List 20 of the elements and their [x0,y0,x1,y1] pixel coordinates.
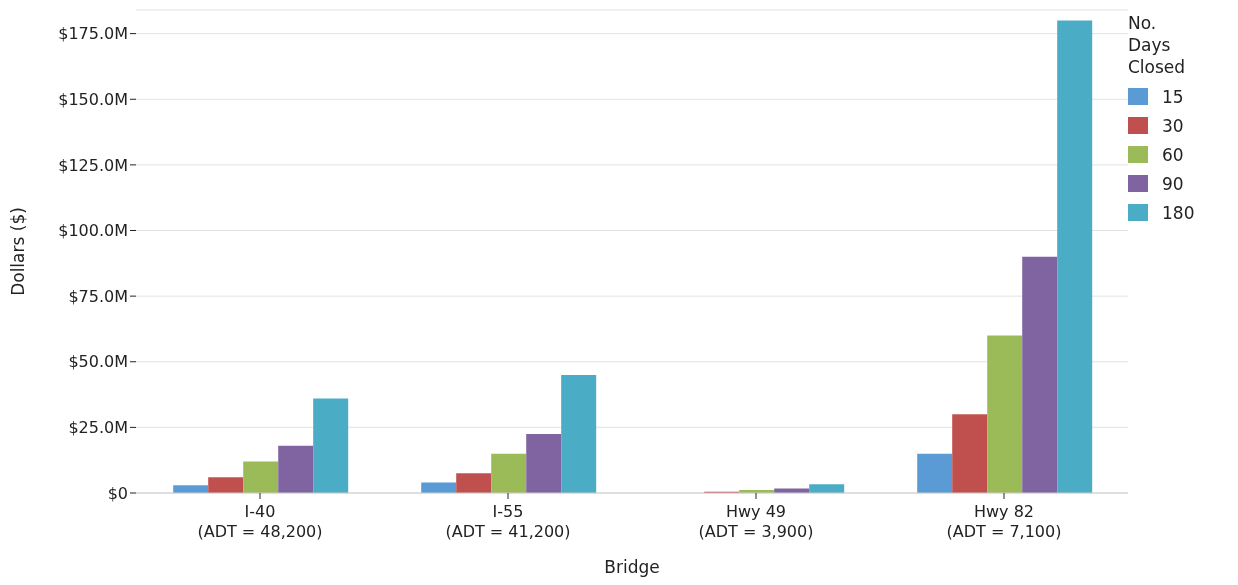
y-tick-label: $75.0M [68,286,128,306]
y-tick-label: $50.0M [68,352,128,372]
legend-title: No. Days Closed [1128,12,1187,78]
y-tick-label: $25.0M [68,418,128,438]
legend-label: 90 [1162,173,1184,194]
y-axis-title: Dollars ($) [8,207,29,296]
legend-label: 60 [1162,144,1184,165]
y-tick-label: $150.0M [58,89,128,109]
y-tick-label: $175.0M [58,24,128,44]
legend-label: 30 [1162,115,1184,136]
y-tick-label: $100.0M [58,221,128,241]
y-tick-label: $125.0M [58,155,128,175]
legend-label: 15 [1162,86,1184,107]
x-tick-label: I-55 (ADT = 41,200) [445,502,571,541]
x-tick-label: Hwy 49 (ADT = 3,900) [698,502,814,541]
x-axis-title: Bridge [604,557,660,577]
x-tick-label: I-40 (ADT = 48,200) [197,502,323,541]
y-tick-label: $0 [107,483,128,503]
x-tick-label: Hwy 82 (ADT = 7,100) [946,502,1062,541]
legend-label: 180 [1162,202,1195,223]
